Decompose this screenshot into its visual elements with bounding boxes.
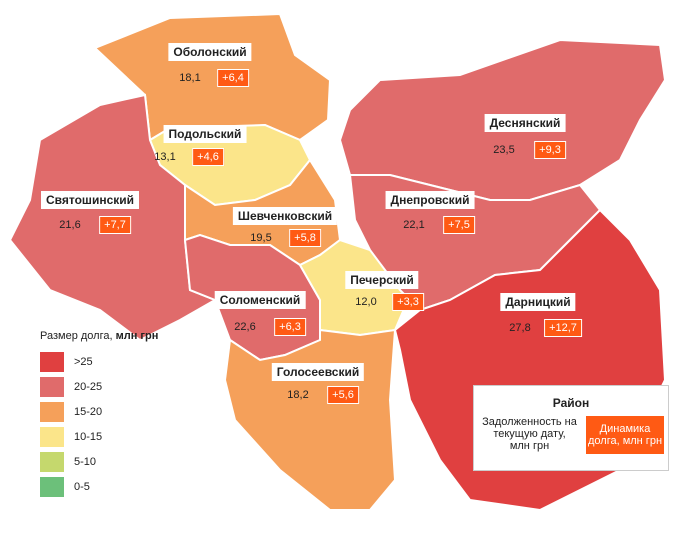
legend-swatch bbox=[40, 477, 64, 497]
district-name: Дарницкий bbox=[500, 293, 576, 311]
key-debt: Задолженность на текущую дату, млн грн bbox=[482, 416, 577, 452]
legend-label: 5-10 bbox=[74, 456, 97, 468]
district-change: +9,3 bbox=[534, 141, 566, 159]
legend-title-unit: млн грн bbox=[115, 330, 159, 342]
district-debt: 23,5 bbox=[493, 144, 515, 156]
district-change: +5,8 bbox=[289, 229, 321, 247]
district-name: Святошинский bbox=[41, 191, 139, 209]
district-debt: 18,2 bbox=[287, 389, 309, 401]
legend-label: 15-20 bbox=[74, 406, 103, 418]
district-name: Оболонский bbox=[168, 43, 252, 61]
district-debt: 13,1 bbox=[154, 151, 176, 163]
district-change: +4,6 bbox=[192, 148, 224, 166]
district-change: +3,3 bbox=[392, 293, 424, 311]
district-change: +7,5 bbox=[443, 216, 475, 234]
district-change: +5,6 bbox=[327, 386, 359, 404]
district-debt: 21,6 bbox=[59, 219, 81, 231]
district-change: +6,4 bbox=[217, 69, 249, 87]
legend-label: 0-5 bbox=[74, 481, 90, 493]
district bbox=[223, 328, 397, 511]
legend-title: Размер долга, млн грн bbox=[40, 330, 158, 342]
key-change: Динамика долга, млн грн bbox=[586, 416, 664, 454]
district-change: +7,7 bbox=[99, 216, 131, 234]
legend-label: 20-25 bbox=[74, 381, 103, 393]
legend-label: >25 bbox=[74, 356, 93, 368]
district-debt: 18,1 bbox=[179, 72, 201, 84]
district-change: +6,3 bbox=[274, 318, 306, 336]
district-name: Деснянский bbox=[484, 114, 566, 132]
legend-swatch bbox=[40, 402, 64, 422]
legend-swatch bbox=[40, 452, 64, 472]
district-name: Печерский bbox=[345, 271, 419, 289]
legend-swatch bbox=[40, 377, 64, 397]
legend-swatch bbox=[40, 352, 64, 372]
district-debt: 27,8 bbox=[509, 322, 531, 334]
district-name: Шевченковский bbox=[232, 207, 338, 225]
legend-title-text: Размер долга, bbox=[40, 330, 116, 342]
district-name: Днепровский bbox=[385, 191, 475, 209]
key-title: Район bbox=[552, 396, 590, 410]
district-name: Голосеевский bbox=[271, 363, 365, 381]
district-name: Подольский bbox=[163, 125, 247, 143]
key-box: Район Задолженность на текущую дату, млн… bbox=[473, 385, 669, 471]
district-debt: 22,6 bbox=[234, 321, 256, 333]
district-debt: 22,1 bbox=[403, 219, 425, 231]
legend-swatch bbox=[40, 427, 64, 447]
district-name: Соломенский bbox=[214, 291, 306, 309]
district-debt: 19,5 bbox=[250, 232, 272, 244]
district-change: +12,7 bbox=[544, 319, 582, 337]
legend-label: 10-15 bbox=[74, 431, 103, 443]
district-debt: 12,0 bbox=[355, 296, 377, 308]
